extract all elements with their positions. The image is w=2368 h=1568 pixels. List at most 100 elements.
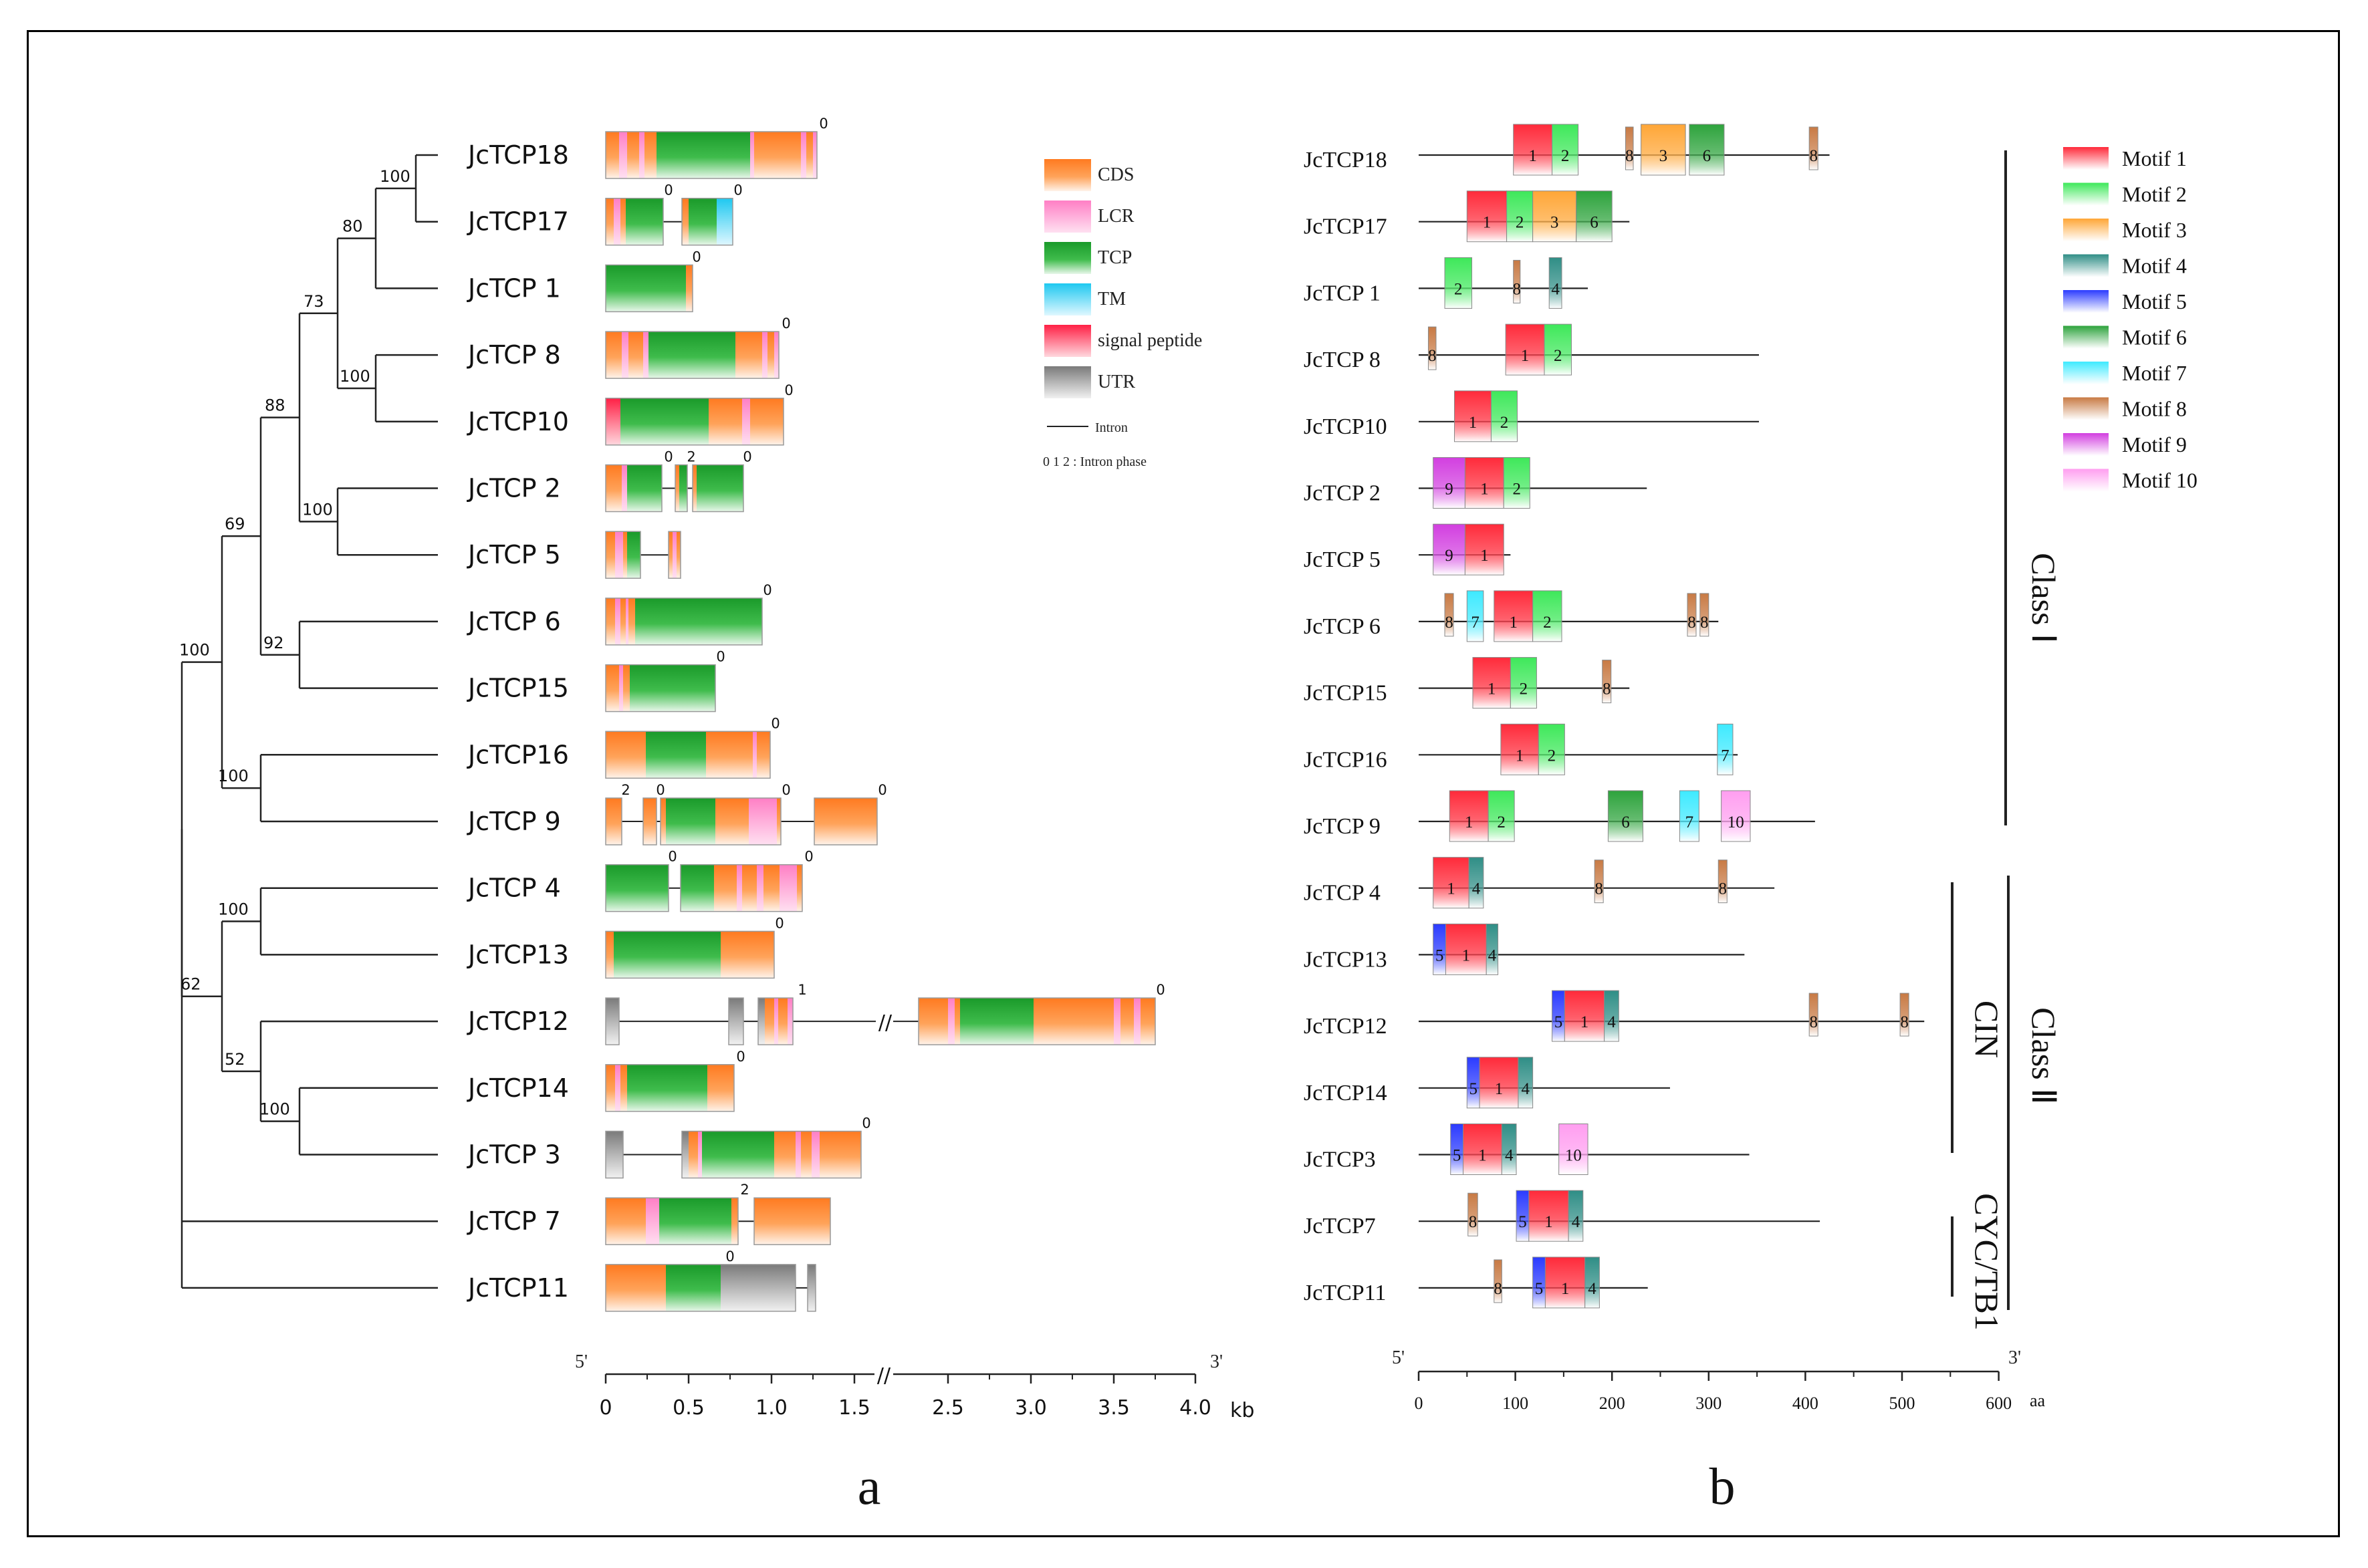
- exon-segment: [731, 1198, 738, 1245]
- exon: [605, 864, 669, 912]
- gene-legend-label: TM: [1098, 289, 1126, 309]
- motif-box: [1427, 326, 1437, 370]
- tree-tip-label: JcTCP 7: [467, 1206, 561, 1236]
- exon-segment: [750, 398, 784, 445]
- protein-name-label: JcTCP16: [1304, 747, 1387, 772]
- exon-segment: [623, 531, 627, 579]
- exon-outline: [605, 664, 716, 712]
- exon-segment: [623, 664, 630, 712]
- protein-name-label: JcTCP11: [1304, 1281, 1386, 1305]
- motif-box: [1449, 790, 1489, 842]
- exon: [605, 997, 620, 1045]
- exon-segment: [643, 798, 657, 845]
- motif-legend-swatch: [2063, 397, 2109, 420]
- motif-box: [1679, 790, 1699, 842]
- gene-legend-label: signal peptide: [1098, 330, 1202, 351]
- exon-segment: [796, 1131, 801, 1178]
- exon-segment: [758, 998, 765, 1045]
- tree-tip-label: JcTCP10: [467, 407, 569, 436]
- tree-tip-label: JcTCP 2: [467, 474, 561, 503]
- gene-legend-swatch: [1044, 159, 1091, 191]
- motif-number-label: 2: [1543, 614, 1552, 632]
- exon-segment: [788, 998, 793, 1045]
- axis-tick-label: 500: [1889, 1394, 1915, 1413]
- exon-outline: [605, 531, 641, 579]
- exon: [605, 731, 771, 779]
- exon-segment: [777, 798, 781, 845]
- exon-segment: [737, 864, 742, 912]
- axis-tick-label: 3.5: [1098, 1396, 1130, 1420]
- motif-box: [1464, 457, 1504, 509]
- motif-number-label: 8: [1494, 1280, 1502, 1298]
- exon-segment: [679, 465, 687, 512]
- axis-end-label: 3': [1210, 1351, 1223, 1372]
- axis-end-label: 3': [2008, 1347, 2021, 1368]
- axis-end-label: 5': [575, 1351, 588, 1372]
- exon-outline: [605, 197, 664, 246]
- exon-segment: [919, 998, 948, 1045]
- exon: [681, 1130, 862, 1179]
- motif-number-label: 8: [1719, 880, 1728, 898]
- gene-legend-swatch: [1044, 201, 1091, 233]
- motif-number-label: 2: [1513, 481, 1522, 499]
- panel-b-label: b: [1709, 1457, 1736, 1515]
- motif-number-label: 1: [1495, 1080, 1504, 1098]
- exon-segment: [780, 864, 797, 912]
- axis-tick-label: 2.5: [932, 1396, 964, 1420]
- motif-number-label: 1: [1469, 414, 1477, 432]
- motif-legend-swatch: [2063, 182, 2109, 206]
- intron-phase-label: 0: [664, 449, 673, 465]
- exon-segment: [778, 998, 788, 1045]
- exon-segment: [643, 332, 648, 379]
- exon-segment: [673, 531, 677, 579]
- tree-tip-label: JcTCP 3: [467, 1140, 561, 1170]
- intron-phase-label: 1: [798, 982, 806, 998]
- motif-box: [1444, 593, 1454, 637]
- motif-box: [1506, 190, 1534, 243]
- motif-box: [1808, 993, 1818, 1037]
- motif-number-label: 8: [1513, 280, 1522, 298]
- motif-number-label: 4: [1522, 1080, 1530, 1098]
- exon-segment: [646, 731, 706, 779]
- exon: [681, 197, 733, 246]
- motif-number-label: 8: [1594, 880, 1603, 898]
- exon-outline: [605, 930, 775, 979]
- exon: [605, 797, 622, 845]
- protein-name-label: JcTCP 4: [1304, 881, 1381, 906]
- axis-tick-label: 600: [1986, 1394, 2012, 1413]
- exon: [660, 797, 782, 845]
- motif-number-label: 5: [1469, 1080, 1477, 1098]
- gene-legend-swatch: [1044, 283, 1091, 315]
- motif-number-label: 4: [1505, 1147, 1514, 1165]
- exon-outline: [814, 797, 878, 845]
- protein-name-label: JcTCP 1: [1304, 281, 1381, 305]
- tree-tip-label: JcTCP11: [467, 1273, 569, 1303]
- exon: [605, 1064, 735, 1112]
- motif-number-label: 8: [1428, 347, 1437, 365]
- exon-segment: [657, 132, 750, 178]
- exon-outline: [605, 131, 818, 179]
- motif-number-label: 2: [1516, 214, 1524, 232]
- exon-segment: [648, 332, 735, 379]
- intron-phase-label: 2: [621, 782, 630, 798]
- motif-number-label: 1: [1528, 147, 1537, 165]
- exon-outline: [605, 1130, 624, 1179]
- protein-name-label: JcTCP15: [1304, 681, 1387, 706]
- exon-segment: [753, 731, 757, 779]
- axis-tick-label: 400: [1792, 1394, 1818, 1413]
- motif-number-label: 3: [1659, 147, 1668, 165]
- motif-box: [1513, 259, 1521, 303]
- bootstrap-value: 92: [263, 634, 284, 652]
- motif-box: [1532, 590, 1562, 642]
- gene-legend-label: CDS: [1098, 164, 1134, 185]
- motif-legend-swatch: [2063, 325, 2109, 349]
- motif-box: [1808, 126, 1818, 170]
- motif-box: [1494, 1259, 1502, 1303]
- tree-tip-label: JcTCP 9: [467, 807, 561, 836]
- motif-box: [1544, 323, 1572, 376]
- exon: [605, 464, 663, 513]
- bootstrap-value: 100: [380, 167, 410, 186]
- motif-box: [1538, 723, 1565, 775]
- exon-segment: [615, 1064, 620, 1112]
- motif-box: [1718, 860, 1728, 904]
